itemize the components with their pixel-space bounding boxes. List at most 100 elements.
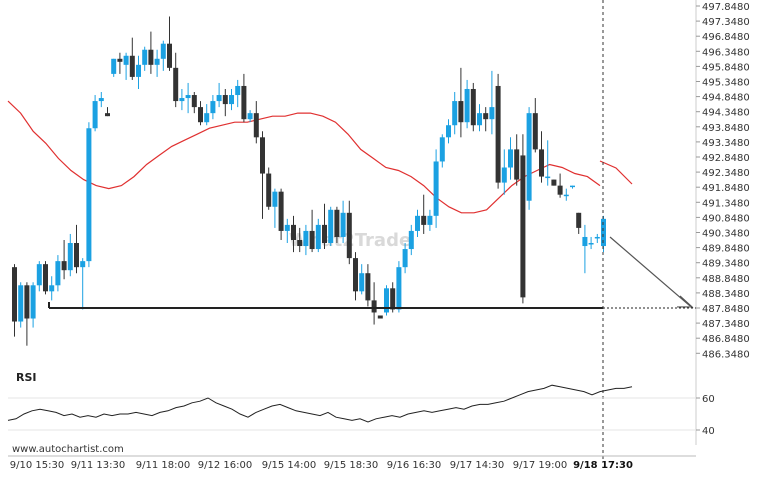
candle-body — [446, 125, 451, 138]
y-tick-label: 489.3480 — [702, 259, 750, 270]
candle-body — [384, 288, 389, 313]
candle-body — [86, 128, 92, 262]
candle-body — [377, 315, 383, 319]
candle-body — [12, 267, 17, 322]
candle-body — [210, 101, 216, 114]
moving-average — [7, 100, 633, 214]
y-tick-label: 492.8480 — [702, 153, 750, 164]
candle-body — [272, 191, 278, 207]
candle-body — [123, 55, 129, 65]
candle-body — [18, 285, 24, 322]
y-tick-label: 494.3480 — [702, 108, 750, 119]
candle-body — [253, 113, 259, 138]
candle-body — [508, 149, 513, 168]
y-tick-label: 488.8480 — [702, 274, 750, 285]
candle-body — [222, 95, 228, 105]
y-tick-label: 491.3480 — [702, 198, 750, 209]
x-tick-label: 9/17 14:30 — [450, 460, 504, 471]
rsi-tick-label: 60 — [702, 394, 715, 405]
y-tick-label: 491.8480 — [702, 183, 750, 194]
candle-body — [284, 224, 290, 231]
ma-line — [7, 100, 601, 214]
y-tick-label: 490.8480 — [702, 213, 750, 224]
candle-body — [80, 261, 86, 268]
candle-body — [501, 167, 507, 183]
candle-body — [427, 215, 433, 225]
y-tick-label: 497.8480 — [702, 2, 750, 13]
candle-body — [309, 230, 315, 250]
candle-body — [92, 101, 98, 129]
y-tick-label: 496.8480 — [702, 32, 750, 43]
candle-body — [539, 149, 544, 177]
y-tick-label: 488.3480 — [702, 289, 750, 300]
candle-body — [371, 300, 377, 313]
candle-body — [532, 113, 538, 150]
candle-body — [328, 209, 334, 244]
candle-body — [229, 95, 234, 105]
x-tick-label: 9/12 16:00 — [198, 460, 252, 471]
candle-body — [204, 113, 210, 123]
candle-body — [43, 264, 48, 292]
candle-body — [173, 67, 179, 102]
y-tick-label: 496.3480 — [702, 47, 750, 58]
candle-body — [49, 285, 55, 292]
y-tick-label: 493.3480 — [702, 138, 750, 149]
forecast-arrow-head — [677, 295, 694, 308]
candle-body — [160, 43, 166, 59]
candle-body — [415, 215, 420, 231]
footer-url: www.autochartist.com — [12, 444, 124, 455]
candle-body — [322, 224, 327, 244]
candle-body — [483, 113, 489, 120]
candle-body — [563, 194, 569, 197]
candle-body — [421, 215, 427, 225]
candle-body — [526, 113, 532, 201]
x-tick-label: 9/10 15:30 — [10, 460, 64, 471]
candle-body — [148, 49, 154, 65]
x-tick-label: 9/18 17:30 — [573, 460, 633, 471]
candle-body — [167, 43, 172, 68]
candle-body — [198, 107, 203, 123]
y-tick-label: 497.3480 — [702, 17, 750, 28]
y-tick-label: 486.8480 — [702, 334, 750, 345]
candle-body — [98, 98, 104, 102]
x-tick-label: 9/15 14:00 — [262, 460, 316, 471]
rsi-line — [7, 384, 633, 423]
y-tick-label: 492.3480 — [702, 168, 750, 179]
candle-body — [458, 101, 464, 123]
y-tick-label: 487.8480 — [702, 304, 750, 315]
y-tick-label: 487.3480 — [702, 319, 750, 330]
candle-body — [260, 137, 265, 174]
candle-body — [67, 243, 73, 271]
candle-body — [315, 224, 321, 250]
y-tick-label: 494.8480 — [702, 93, 750, 104]
candle-body — [185, 95, 191, 99]
x-tick-label: 9/16 16:30 — [387, 460, 441, 471]
forecast-arrow-line — [609, 236, 691, 307]
ma-line-extension — [599, 160, 633, 185]
candle-body — [551, 179, 557, 186]
candle-body — [576, 212, 582, 228]
x-axis-ticks: 9/10 15:30 9/11 13:30 9/11 18:00 9/12 16:00… — [8, 455, 696, 471]
candle-body — [297, 239, 303, 247]
candle-body — [439, 137, 445, 162]
candle-body — [136, 64, 141, 77]
y-axis-ticks: 497.8480 497.3480 496.8480 496.3480 495.8480… — [696, 2, 750, 360]
y-tick-label: 486.3480 — [702, 349, 750, 360]
candle-body — [390, 288, 396, 310]
candle-body — [408, 230, 414, 250]
candle-body — [514, 149, 520, 180]
y-tick-label: 490.3480 — [702, 229, 750, 240]
candle-body — [179, 98, 185, 102]
candle-body — [433, 161, 439, 216]
candle-body — [129, 55, 135, 77]
candle-body — [55, 261, 61, 286]
candle-body — [359, 273, 365, 292]
candle-body — [396, 267, 402, 310]
candle-body — [601, 218, 606, 247]
candle-body — [545, 176, 551, 179]
rsi-tick-label: 40 — [702, 426, 715, 437]
support-line — [48, 0, 696, 460]
x-tick-label: 9/11 18:00 — [136, 460, 190, 471]
